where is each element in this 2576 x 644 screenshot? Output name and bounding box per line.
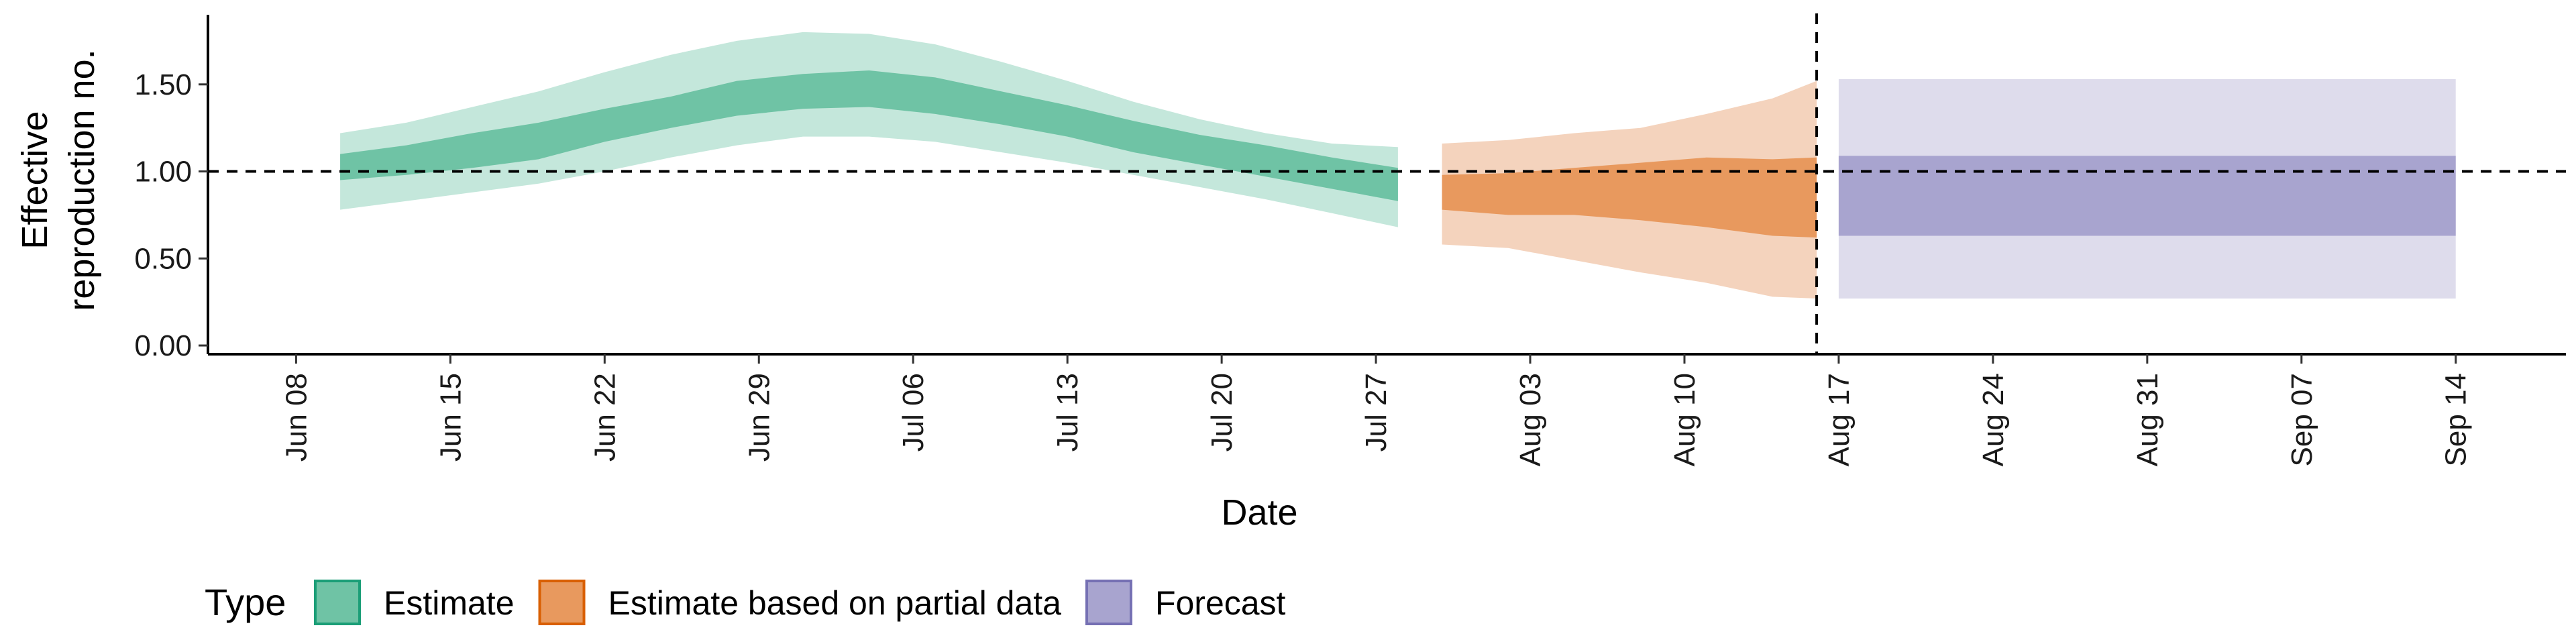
axes-layer: 0.00 0.50 1.00 1.50 Jun 08 Jun 15 Jun 22 Jun 29… [15,15,2566,533]
x-tick-label: Jun 08 [280,373,313,462]
x-tick-label: Jun 29 [743,373,775,462]
x-tick-label: Aug 31 [2131,373,2164,466]
legend-swatch-forecast [1085,580,1132,625]
estimate-based-on-partial-data-inner-band [1442,157,1817,238]
x-tick-label: Sep 07 [2286,373,2318,466]
legend-swatch-estimate [314,580,361,625]
estimate-inner-band [340,70,1398,201]
x-tick-label: Jul 06 [897,373,930,451]
x-axis-title: Date [1221,492,1297,533]
x-tick-label: Aug 10 [1668,373,1701,466]
y-axis-title: Effective reproduction no. [15,49,102,311]
reference-lines [208,13,2566,354]
x-tick-label: Jul 13 [1051,373,1084,451]
x-tick-label: Jun 22 [588,373,621,462]
x-tick-label: Aug 03 [1514,373,1547,466]
x-tick-label: Jun 15 [434,373,467,462]
x-tick-label: Sep 14 [2440,373,2473,466]
y-axis-title-line: Effective [15,111,55,249]
x-tick-label: Jul 20 [1205,373,1238,451]
x-tick-label: Jul 27 [1360,373,1393,451]
forecast-inner-band [1838,156,2456,236]
legend-label-estimate: Estimate [384,584,515,622]
y-axis-title-line: reproduction no. [62,49,102,311]
legend-label-estimate-based-on-partial-data: Estimate based on partial data [608,584,1062,622]
y-tick-label: 1.00 [134,156,192,189]
y-tick-label: 0.00 [134,329,192,362]
y-tick-label: 0.50 [134,242,192,275]
x-tick-label: Aug 17 [1823,373,1856,466]
legend-title: Type [205,581,286,623]
bands-layer [340,32,2456,299]
estimate-outer-band [340,32,1398,227]
x-tick-label: Aug 24 [1977,373,2010,466]
legend-swatch-estimate-based-on-partial-data [538,580,586,625]
y-tick-label: 1.50 [134,68,192,101]
legend-label-forecast: Forecast [1155,584,1286,622]
legend: Type Estimate Estimate based on partial da… [205,580,1286,625]
